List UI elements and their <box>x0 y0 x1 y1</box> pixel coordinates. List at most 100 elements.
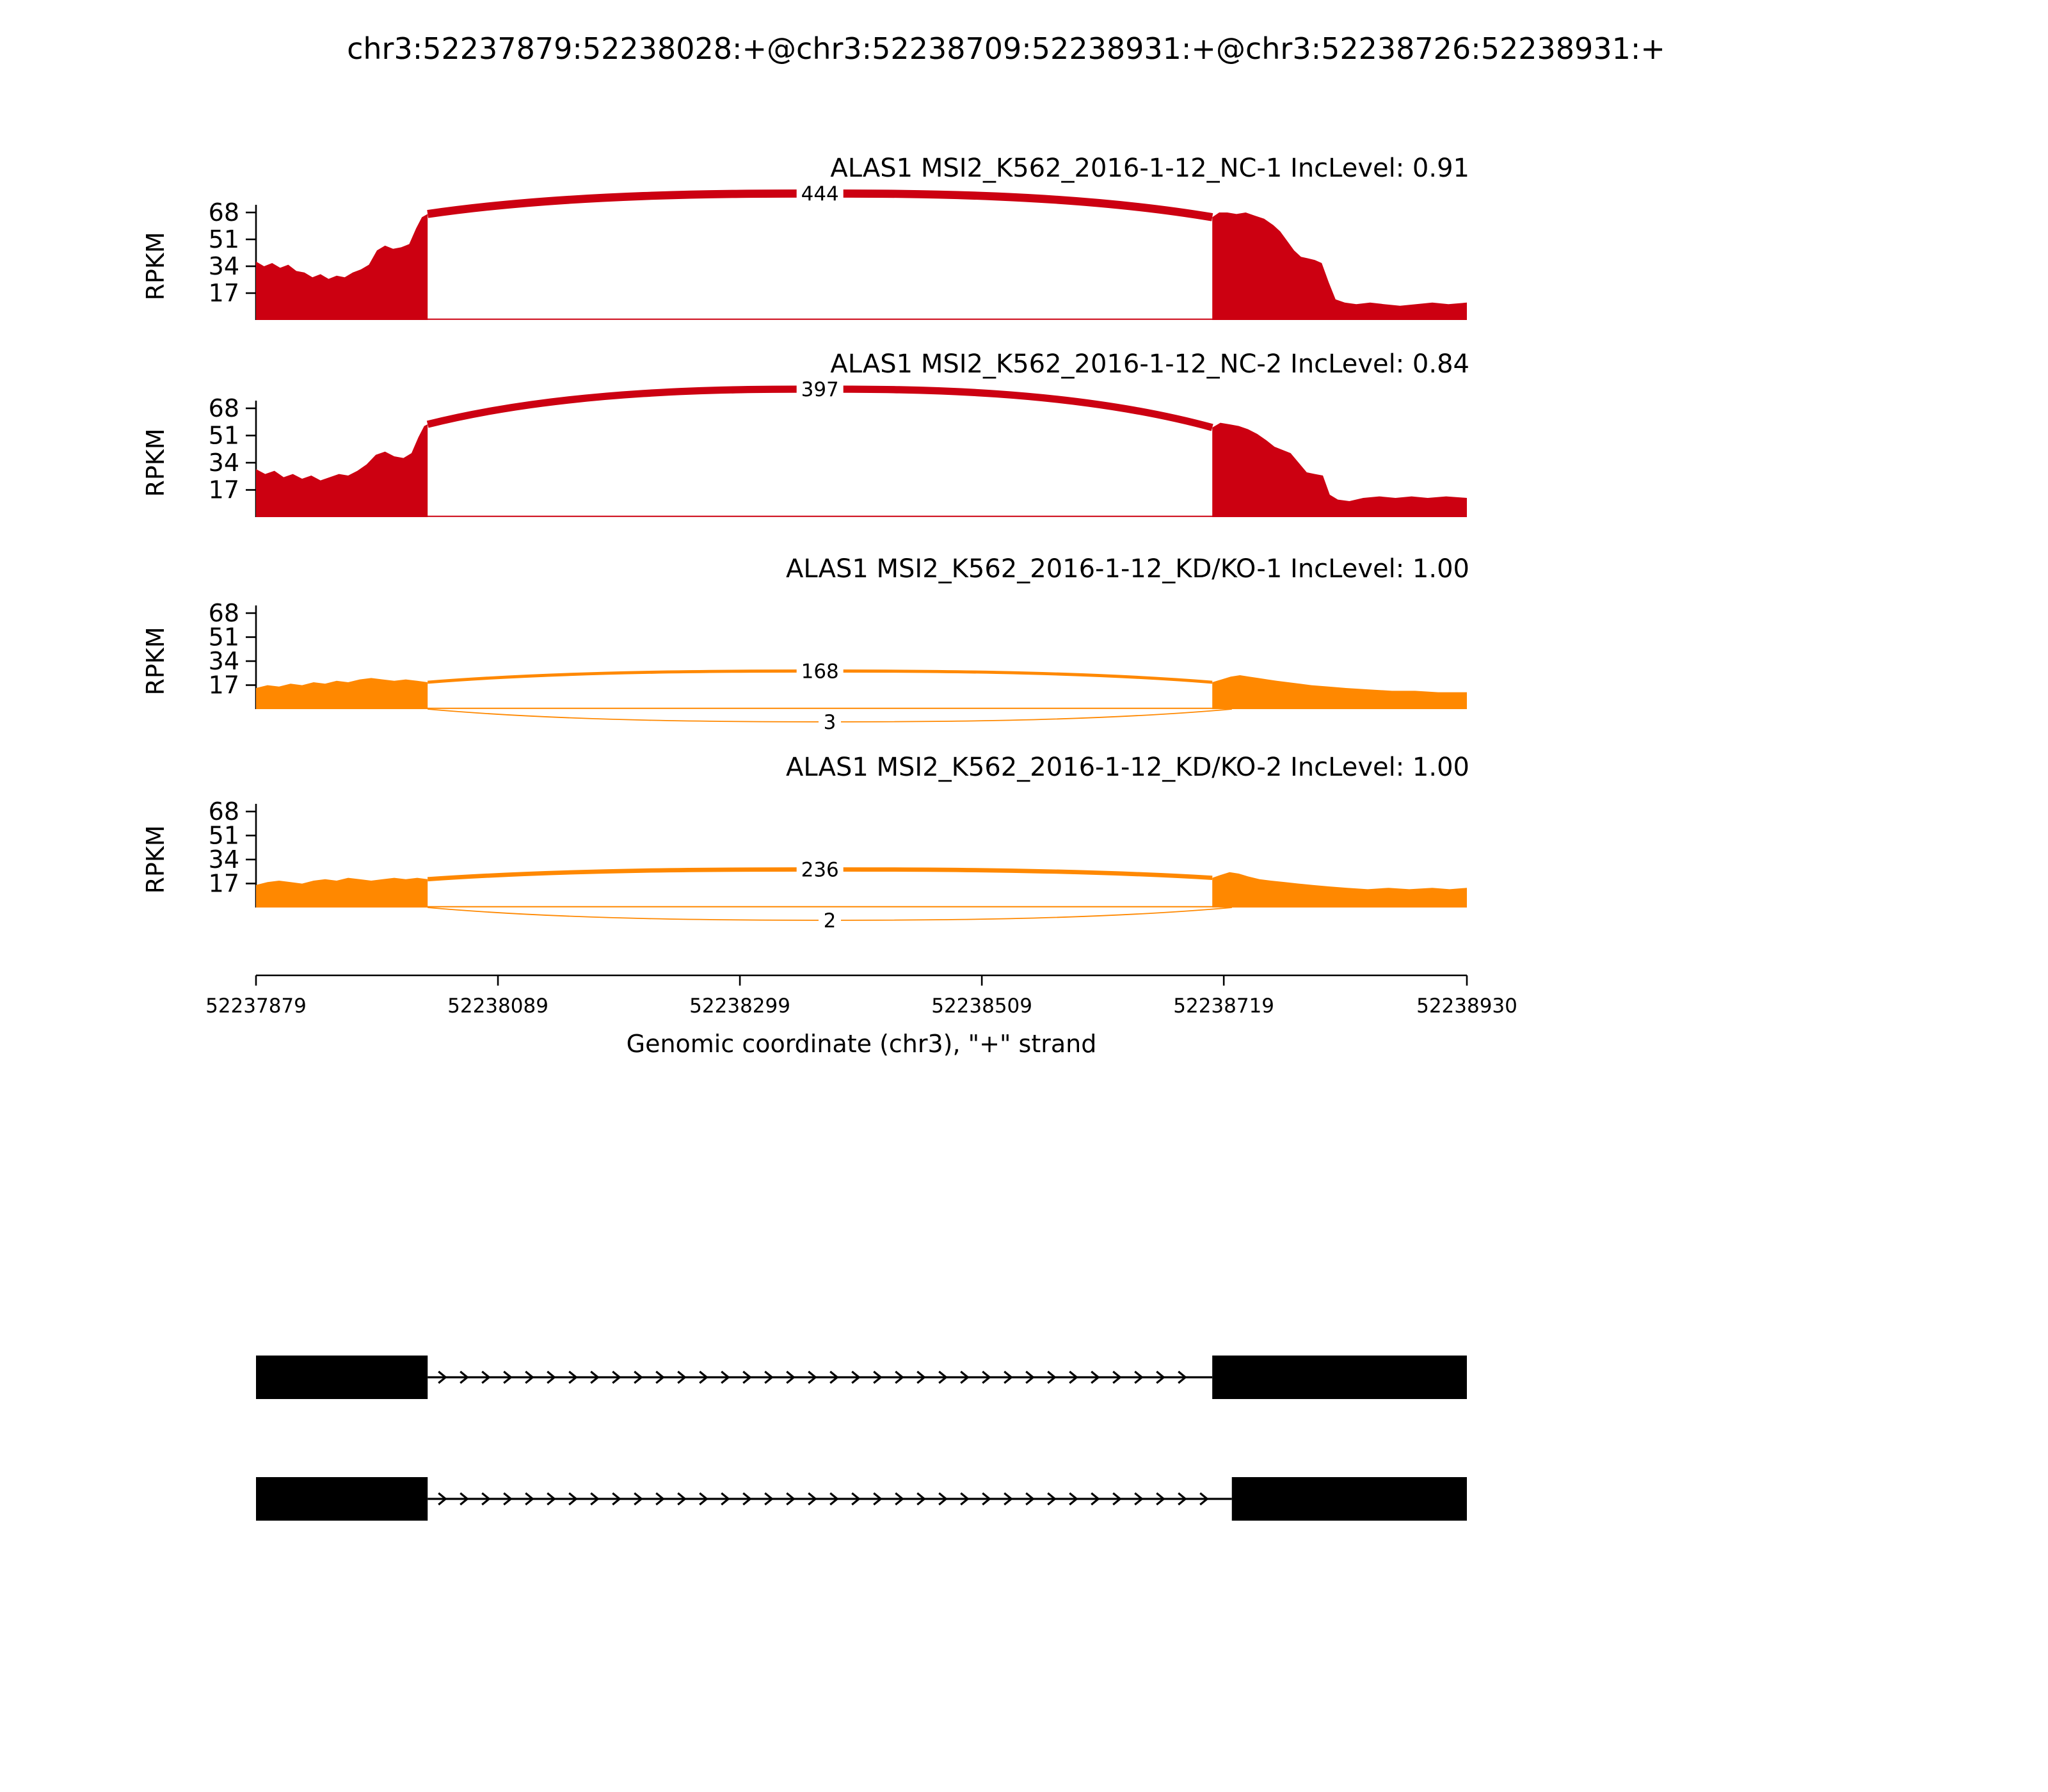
x-tick-label: 52238719 <box>1173 995 1274 1018</box>
strand-arrow-icon <box>786 1492 796 1506</box>
strand-arrow-icon <box>873 1492 883 1506</box>
strand-arrow-icon <box>764 1370 774 1384</box>
y-tick-label: 34 <box>209 449 239 477</box>
strand-arrow-icon <box>612 1492 621 1506</box>
x-tick-label: 52238930 <box>1416 995 1517 1018</box>
strand-arrow-icon <box>982 1492 991 1506</box>
coverage-area <box>1212 422 1467 517</box>
x-axis: 52237879 52238089 52238299 52238509 52238719… <box>205 974 1517 1018</box>
transcript-2 <box>256 1477 1467 1521</box>
x-axis-title: Genomic coordinate (chr3), "+" strand <box>627 1030 1097 1058</box>
strand-arrow-icon <box>481 1492 491 1506</box>
strand-arrow-icon <box>460 1492 469 1506</box>
strand-arrow-icon <box>525 1492 534 1506</box>
y-tick-label: 34 <box>209 252 239 280</box>
strand-arrow-icon <box>525 1370 534 1384</box>
strand-arrow-icon <box>460 1370 469 1384</box>
strand-arrow-icon <box>873 1370 883 1384</box>
strand-arrow-icon <box>1004 1492 1013 1506</box>
x-tick-label: 52238509 <box>931 995 1032 1018</box>
track-title: ALAS1 MSI2_K562_2016-1-12_NC-2 IncLevel:… <box>830 349 1469 379</box>
strand-arrow-icon <box>655 1370 665 1384</box>
y-tick-label: 51 <box>209 623 239 652</box>
strand-arrow-icon <box>438 1492 447 1506</box>
strand-arrow-icon <box>677 1492 687 1506</box>
strand-arrow-icon <box>1134 1492 1144 1506</box>
strand-arrow-icon <box>1047 1492 1057 1506</box>
coverage-area <box>256 214 428 320</box>
strand-arrow-icon <box>1091 1492 1100 1506</box>
y-tick-label: 17 <box>209 476 239 504</box>
strand-arrow-icon <box>742 1492 752 1506</box>
junction-count-label: 3 <box>824 711 836 734</box>
strand-arrow-icon <box>1004 1370 1013 1384</box>
strand-arrow-icon <box>568 1492 578 1506</box>
strand-arrow-icon <box>895 1492 904 1506</box>
coverage-area <box>256 424 428 517</box>
strand-arrow-icon <box>829 1370 839 1384</box>
x-tick-label: 52238089 <box>447 995 548 1018</box>
coverage-area <box>256 877 428 908</box>
strand-arrow-icon <box>960 1492 970 1506</box>
x-tick-label: 52238299 <box>689 995 790 1018</box>
exon-block <box>1231 1477 1467 1521</box>
strand-arrow-icon <box>808 1492 817 1506</box>
strand-arrow-icon <box>982 1370 991 1384</box>
junction-count-label: 236 <box>801 858 839 881</box>
strand-arrow-icon <box>721 1370 730 1384</box>
strand-arrow-icon <box>590 1492 600 1506</box>
strand-arrow-icon <box>699 1370 708 1384</box>
strand-arrow-icon <box>742 1370 752 1384</box>
strand-arrow-icon <box>808 1370 817 1384</box>
strand-arrow-icon <box>1199 1492 1209 1506</box>
strand-arrow-icon <box>1112 1492 1122 1506</box>
strand-arrow-icon <box>1178 1492 1187 1506</box>
x-tick-label: 52237879 <box>205 995 307 1018</box>
strand-arrow-icon <box>1156 1492 1165 1506</box>
strand-arrow-icon <box>938 1492 948 1506</box>
strand-arrow-icon <box>786 1370 796 1384</box>
junction-count-label: 2 <box>824 909 836 932</box>
strand-arrow-icon <box>851 1370 861 1384</box>
strand-arrow-icon <box>895 1370 904 1384</box>
y-tick-label: 68 <box>209 198 239 227</box>
exon-block <box>1212 1356 1467 1399</box>
figure-title: chr3:52237879:52238028:+@chr3:52238709:5… <box>347 31 1665 66</box>
strand-arrow-icon <box>547 1370 556 1384</box>
strand-arrow-icon <box>1178 1370 1187 1384</box>
strand-arrow-icon <box>547 1492 556 1506</box>
strand-arrow-icon <box>1091 1370 1100 1384</box>
strand-arrow-icon <box>612 1370 621 1384</box>
y-axis-label: RPKM <box>141 627 170 695</box>
y-axis-label: RPKM <box>141 232 170 300</box>
junction-count-gap <box>796 659 844 682</box>
y-tick-label: 17 <box>209 279 239 307</box>
exon-block <box>256 1356 428 1399</box>
strand-arrow-icon <box>1156 1370 1165 1384</box>
strand-arrow-icon <box>851 1492 861 1506</box>
y-tick-label: 51 <box>209 822 239 850</box>
coverage-area <box>1212 212 1467 320</box>
y-tick-label: 68 <box>209 599 239 627</box>
strand-arrow-icon <box>829 1492 839 1506</box>
strand-arrow-icon <box>1134 1370 1144 1384</box>
strand-arrow-icon <box>438 1370 447 1384</box>
junction-count-label: 168 <box>801 660 839 683</box>
y-tick-label: 34 <box>209 647 239 675</box>
strand-arrow-icon <box>634 1370 643 1384</box>
strand-arrow-icon <box>590 1370 600 1384</box>
y-tick-label: 17 <box>209 870 239 898</box>
strand-arrow-icon <box>568 1370 578 1384</box>
track-title: ALAS1 MSI2_K562_2016-1-12_KD/KO-1 IncLev… <box>786 554 1469 584</box>
strand-arrow-icon <box>1025 1492 1035 1506</box>
y-tick-label: 68 <box>209 797 239 826</box>
track-title: ALAS1 MSI2_K562_2016-1-12_KD/KO-2 IncLev… <box>786 753 1469 782</box>
strand-arrow-icon <box>1047 1370 1057 1384</box>
